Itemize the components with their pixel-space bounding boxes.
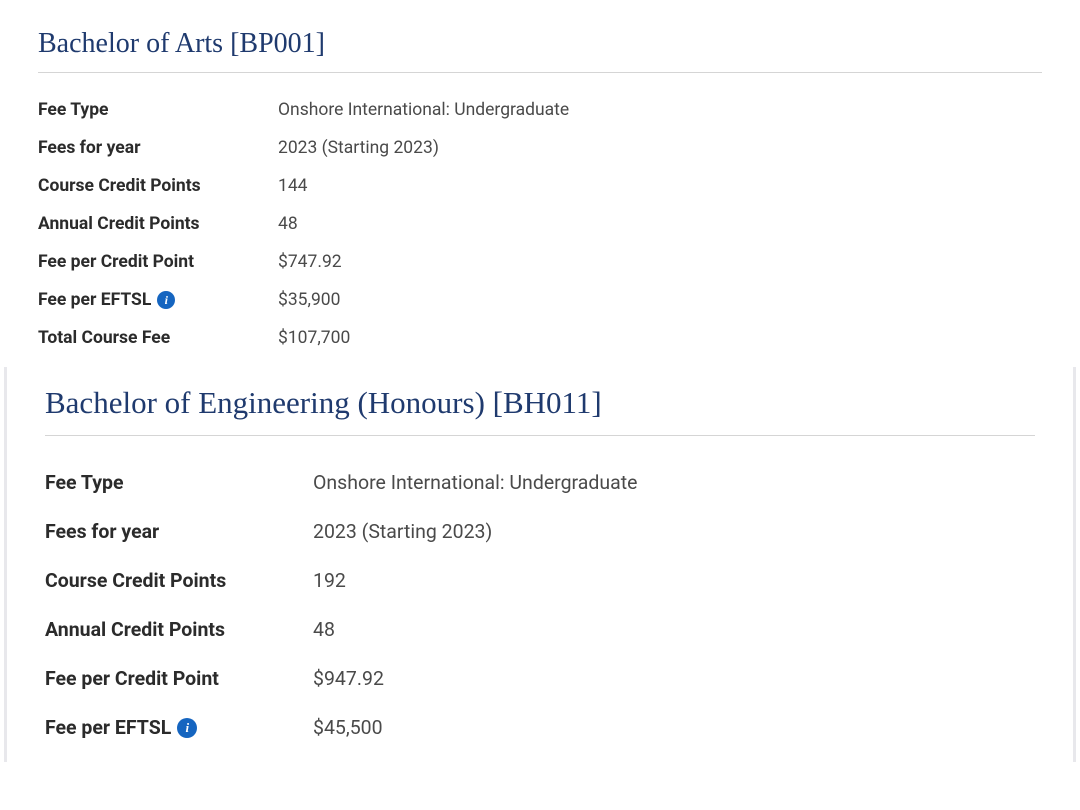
fee-row: Fee per EFTSL i $35,900	[38, 281, 1042, 319]
fee-label: Course Credit Points	[38, 176, 278, 196]
fee-value: $107,700	[278, 328, 350, 348]
course-title: Bachelor of Engineering (Honours) [BH011…	[45, 385, 1035, 436]
fee-label: Fee per Credit Point	[45, 667, 313, 690]
fee-value: $747.92	[278, 252, 342, 272]
fee-row: Course Credit Points 144	[38, 167, 1042, 205]
fee-value: 2023 (Starting 2023)	[278, 138, 439, 158]
fee-label: Annual Credit Points	[38, 214, 278, 234]
fee-value: Onshore International: Undergraduate	[278, 100, 569, 120]
fee-label-text: Fee per EFTSL	[45, 716, 171, 739]
fee-label: Course Credit Points	[45, 569, 313, 592]
fee-value: $45,500	[313, 716, 383, 739]
fee-label: Fee Type	[38, 100, 278, 120]
fee-value: 2023 (Starting 2023)	[313, 520, 492, 543]
fee-value: 192	[313, 569, 346, 592]
fee-value: 48	[313, 618, 335, 641]
fee-label: Total Course Fee	[38, 328, 278, 348]
fee-label: Fees for year	[38, 138, 278, 158]
fee-row: Fees for year 2023 (Starting 2023)	[45, 507, 1035, 556]
fee-row: Fee per Credit Point $947.92	[45, 654, 1035, 703]
fee-label: Fees for year	[45, 520, 313, 543]
fee-value: 48	[278, 214, 298, 234]
fee-row: Fee Type Onshore International: Undergra…	[38, 91, 1042, 129]
fee-label-text: Fee per EFTSL	[38, 290, 151, 310]
fee-row: Fee Type Onshore International: Undergra…	[45, 458, 1035, 507]
fee-row: Annual Credit Points 48	[45, 605, 1035, 654]
info-icon[interactable]: i	[177, 718, 197, 738]
fee-label: Fee per EFTSL i	[38, 290, 278, 310]
fee-label: Fee Type	[45, 471, 313, 494]
fee-label: Fee per Credit Point	[38, 252, 278, 272]
fee-row: Course Credit Points 192	[45, 556, 1035, 605]
info-icon[interactable]: i	[157, 291, 175, 309]
course-section-engineering: Bachelor of Engineering (Honours) [BH011…	[4, 367, 1076, 762]
fee-value: $947.92	[313, 667, 384, 690]
course-section-arts: Bachelor of Arts [BP001] Fee Type Onshor…	[0, 0, 1080, 367]
fee-row: Annual Credit Points 48	[38, 205, 1042, 243]
fee-row: Total Course Fee $107,700	[38, 319, 1042, 357]
fee-row: Fee per Credit Point $747.92	[38, 243, 1042, 281]
fee-row: Fee per EFTSL i $45,500	[45, 703, 1035, 752]
fee-row: Fees for year 2023 (Starting 2023)	[38, 129, 1042, 167]
fee-value: $35,900	[278, 290, 340, 310]
fee-label: Annual Credit Points	[45, 618, 313, 641]
fee-value: 144	[278, 176, 308, 196]
fee-value: Onshore International: Undergraduate	[313, 471, 637, 494]
course-title: Bachelor of Arts [BP001]	[38, 28, 1042, 73]
fee-label: Fee per EFTSL i	[45, 716, 313, 739]
